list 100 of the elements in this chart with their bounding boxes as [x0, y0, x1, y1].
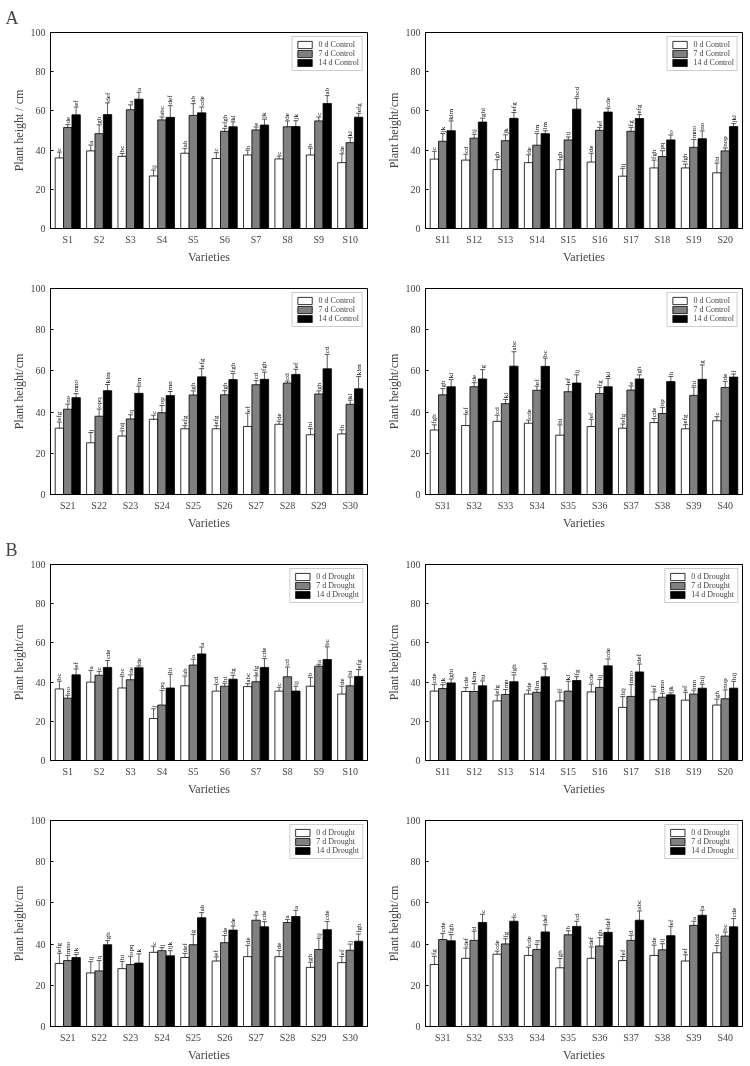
y-tick-label: 0 — [40, 755, 46, 766]
x-tick-label: S36 — [591, 1031, 608, 1043]
y-axis-title: Plant height/cm — [386, 92, 401, 169]
x-tick-label: S29 — [311, 1031, 327, 1043]
y-tick-label: 100 — [405, 815, 421, 826]
x-tick-label: S9 — [313, 765, 325, 777]
x-tick-label: S13 — [497, 233, 514, 245]
legend-label: 14 d Control — [318, 314, 359, 323]
x-tick-label: S12 — [466, 233, 482, 245]
y-tick-label: 100 — [30, 283, 46, 294]
x-tick-label: S8 — [282, 233, 293, 245]
y-tick-label: 20 — [35, 715, 46, 727]
y-tick-label: 100 — [405, 27, 421, 38]
y-tick-label: 0 — [415, 223, 421, 234]
legend-label: 14 d Drought — [691, 846, 734, 855]
x-tick-label: S15 — [560, 233, 577, 245]
y-tick-label: 100 — [30, 815, 46, 826]
legend-label: 14 d Control — [693, 314, 734, 323]
x-tick-label: S10 — [342, 233, 359, 245]
legend-label: 0 d Drought — [316, 572, 355, 581]
legend-label: 0 d Control — [318, 296, 355, 305]
y-tick-label: 0 — [40, 1021, 46, 1032]
legend-label: 7 d Drought — [691, 837, 730, 846]
y-tick-label: 20 — [35, 183, 46, 195]
x-tick-label: S4 — [156, 233, 168, 245]
x-tick-label: S34 — [529, 499, 545, 511]
x-tick-label: S33 — [497, 1031, 514, 1043]
x-tick-label: S37 — [623, 499, 639, 511]
x-tick-label: S7 — [250, 765, 262, 777]
y-tick-label: 80 — [410, 598, 421, 610]
x-tick-label: S13 — [497, 765, 514, 777]
y-tick-label: 40 — [410, 676, 421, 688]
y-tick-label: 80 — [410, 856, 421, 868]
x-axis-title: Varieties — [563, 515, 606, 530]
y-tick-label: 40 — [410, 144, 421, 156]
x-tick-label: S23 — [122, 499, 139, 511]
legend-label: 0 d Control — [318, 40, 355, 49]
x-tick-label: S5 — [188, 233, 199, 245]
legend-label: 0 d Drought — [691, 572, 730, 581]
x-tick-label: S21 — [59, 499, 76, 511]
y-tick-label: 20 — [35, 979, 46, 991]
legend-label: 0 d Drought — [691, 828, 730, 837]
x-tick-label: S26 — [216, 1031, 233, 1043]
x-tick-label: S18 — [654, 765, 671, 777]
x-tick-label: S1 — [62, 765, 74, 777]
x-tick-label: S10 — [342, 765, 359, 777]
x-axis-title: Varieties — [563, 1047, 606, 1062]
y-tick-label: 80 — [410, 66, 421, 78]
y-tick-label: 0 — [415, 1021, 421, 1032]
legend-label: 0 d Control — [693, 296, 730, 305]
x-tick-label: S20 — [717, 233, 734, 245]
y-tick-label: 80 — [35, 856, 46, 868]
x-tick-label: S33 — [497, 499, 514, 511]
y-tick-label: 0 — [40, 223, 46, 234]
x-tick-label: S35 — [560, 499, 577, 511]
x-tick-label: S2 — [93, 233, 105, 245]
y-tick-label: 60 — [410, 365, 421, 377]
legend-label: 7 d Drought — [691, 581, 730, 590]
x-tick-label: S36 — [591, 499, 608, 511]
legend-label: 7 d Drought — [316, 581, 355, 590]
x-tick-label: S7 — [250, 233, 262, 245]
x-tick-label: S22 — [91, 499, 107, 511]
y-tick-label: 0 — [40, 489, 46, 500]
x-axis-title: Varieties — [188, 781, 231, 796]
x-tick-label: S6 — [219, 765, 230, 777]
x-tick-label: S27 — [248, 1031, 264, 1043]
x-tick-label: S25 — [185, 499, 202, 511]
x-axis-title: Varieties — [188, 515, 231, 530]
x-tick-label: S19 — [686, 233, 702, 245]
x-tick-label: S3 — [125, 233, 136, 245]
legend-label: 7 d Control — [318, 305, 355, 314]
y-tick-label: 60 — [35, 105, 46, 117]
x-tick-label: S26 — [216, 499, 233, 511]
x-tick-label: S25 — [185, 1031, 202, 1043]
y-tick-label: 20 — [410, 715, 421, 727]
x-tick-label: S31 — [434, 1031, 451, 1043]
x-tick-label: S32 — [466, 1031, 482, 1043]
x-tick-label: S11 — [435, 765, 451, 777]
y-tick-label: 20 — [410, 183, 421, 195]
y-tick-label: 40 — [410, 938, 421, 950]
legend-label: 7 d Control — [693, 305, 730, 314]
y-axis-title: Plant height/cm — [11, 624, 26, 701]
y-axis-title: Plant height/cm — [386, 624, 401, 701]
x-tick-label: S14 — [529, 233, 545, 245]
y-axis-title: Plant height/cm — [386, 353, 401, 430]
y-tick-label: 0 — [415, 489, 421, 500]
y-axis-title: Plant height/cm — [386, 885, 401, 962]
x-axis-title: Varieties — [563, 249, 606, 264]
x-tick-label: S31 — [434, 499, 451, 511]
x-tick-label: S24 — [154, 499, 170, 511]
text: B — [5, 539, 18, 560]
x-tick-label: S20 — [717, 765, 734, 777]
y-tick-label: 60 — [410, 105, 421, 117]
y-tick-label: 40 — [35, 406, 46, 418]
x-tick-label: S28 — [279, 499, 296, 511]
x-tick-label: S6 — [219, 233, 230, 245]
x-tick-label: S1 — [62, 233, 74, 245]
y-tick-label: 20 — [410, 979, 421, 991]
legend-label: 0 d Control — [693, 40, 730, 49]
x-tick-label: S8 — [282, 765, 293, 777]
